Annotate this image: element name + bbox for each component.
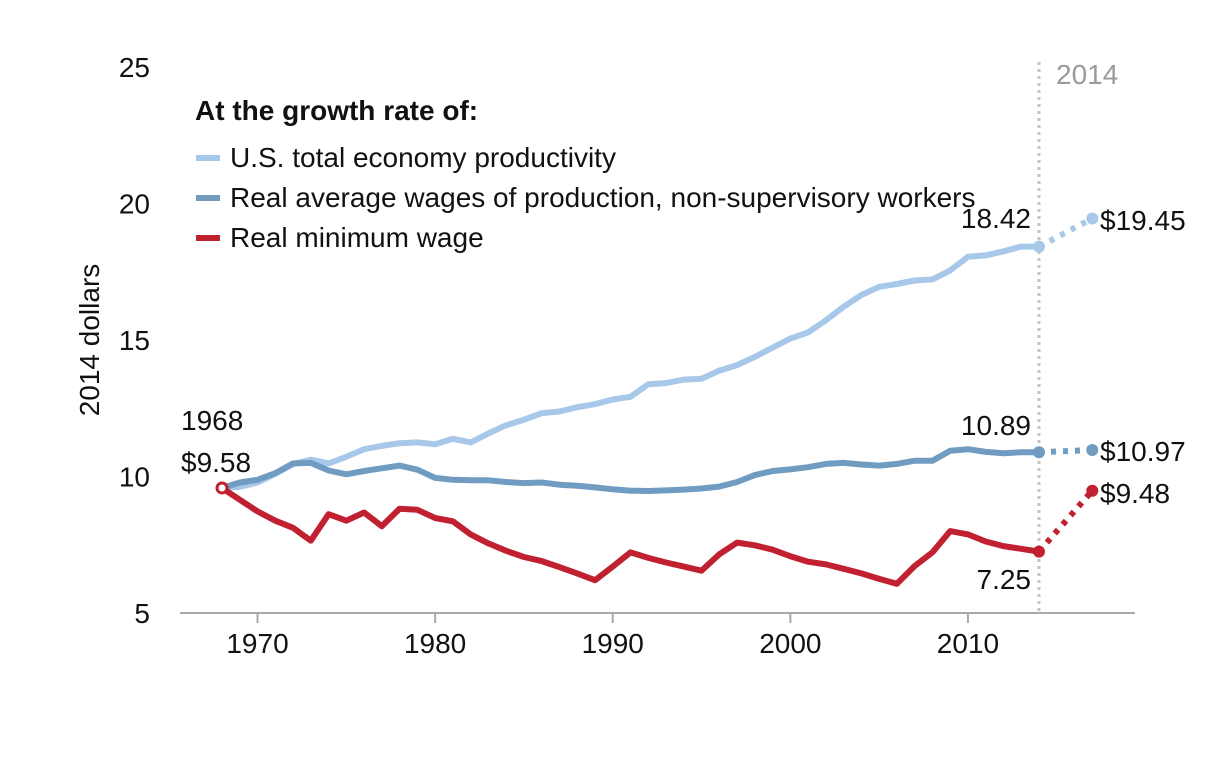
series-line-3 (219, 485, 1042, 587)
end-value-label-3: 7.25 (977, 564, 1032, 595)
y-tick-label: 10 (119, 462, 150, 493)
y-tick-label: 25 (119, 52, 150, 83)
projected-value-label-1: $19.45 (1100, 205, 1186, 236)
legend: At the growth rate of: U.S. total economy… (195, 95, 976, 253)
end-value-label-1: 18.42 (961, 203, 1031, 234)
legend-label-2: Real average wages of production, non-su… (230, 182, 976, 213)
y-tick-label: 20 (119, 189, 150, 220)
series-line-2 (219, 446, 1042, 494)
legend-label-3: Real minimum wage (230, 222, 484, 253)
y-axis-title: 2014 dollars (74, 264, 105, 417)
series-projected-point-2 (1086, 444, 1099, 457)
y-tick-label: 15 (119, 325, 150, 356)
axes-layer: 5 10 15 20 25 1970 1980 1990 2000 2010 2014 dollar… (74, 52, 1135, 659)
x-tick-label: 1990 (582, 628, 644, 659)
end-value-label-2: 10.89 (961, 410, 1031, 441)
x-tick-label: 1970 (226, 628, 288, 659)
series-projection-2 (1038, 447, 1093, 456)
y-tick-label: 5 (134, 598, 150, 629)
x-tick-label: 2000 (759, 628, 821, 659)
labels-layer: 1968 $9.58 18.42 $19.45 10.89 $10.97 7.25 $9.48 (181, 203, 1186, 595)
series-projection-3 (1036, 488, 1095, 554)
projected-value-label-2: $10.97 (1100, 436, 1186, 467)
series-line-1 (219, 243, 1042, 491)
series-projected-point-1 (1086, 212, 1099, 225)
legend-title: At the growth rate of: (195, 95, 478, 126)
projected-value-label-3: $9.48 (1100, 478, 1170, 509)
series-projected-point-3 (1086, 484, 1099, 497)
series-projection-1 (1037, 215, 1094, 250)
x-tick-label: 1980 (404, 628, 466, 659)
year-marker-label: 2014 (1056, 59, 1118, 90)
start-point (215, 481, 229, 495)
series-end-point-1 (1033, 240, 1045, 253)
series-end-point-3 (1033, 545, 1045, 558)
series-end-point-2 (1033, 446, 1045, 459)
legend-label-1: U.S. total economy productivity (230, 142, 616, 173)
start-year-label: 1968 (181, 405, 243, 436)
x-tick-label: 2010 (937, 628, 999, 659)
series-layer (215, 212, 1099, 587)
start-value-label: $9.58 (181, 447, 251, 478)
